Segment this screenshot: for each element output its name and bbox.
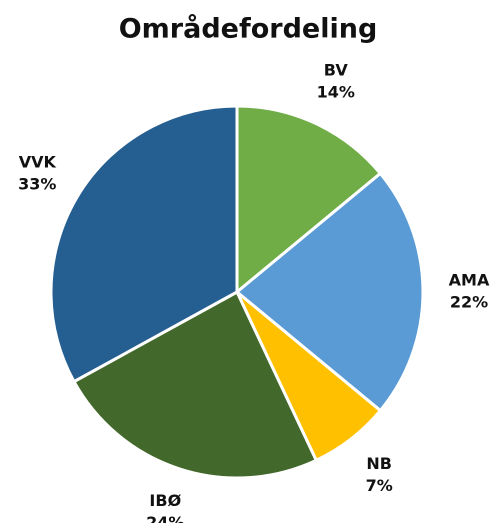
slice-label: NB (366, 454, 392, 473)
slice-label: IBØ (149, 491, 181, 510)
slice-value: 14% (317, 83, 355, 102)
pie-slice (71, 289, 319, 480)
slice-label: BV (324, 61, 349, 80)
pie-slice (234, 171, 425, 413)
chart-title: Områdefordeling (119, 13, 378, 45)
slice-label: VVK (19, 152, 57, 171)
pie-slice (49, 104, 239, 384)
slice-value: 22% (450, 293, 488, 312)
slice-value: 7% (366, 476, 393, 495)
pie-slice (235, 104, 383, 296)
slice-label: AMA (449, 271, 490, 290)
slice-value: 33% (18, 174, 56, 193)
slice-value: 24% (146, 513, 184, 523)
